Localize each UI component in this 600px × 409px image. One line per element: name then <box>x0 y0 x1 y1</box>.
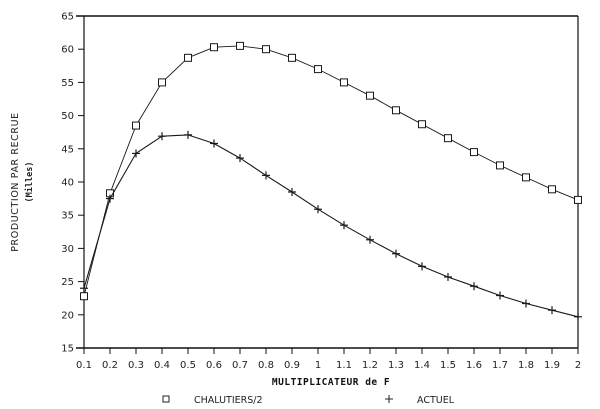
x-tick-label: 2 <box>575 360 581 371</box>
x-tick-label: 0.6 <box>206 360 222 371</box>
square-marker-icon <box>548 185 556 194</box>
x-tick-label: 0.7 <box>232 360 248 371</box>
x-tick-label: 1.6 <box>466 360 482 371</box>
y-tick-label: 35 <box>61 211 74 222</box>
y-axis-unit-label: (Milles) <box>24 162 35 203</box>
series-line <box>83 45 579 297</box>
square-marker-icon <box>444 134 452 143</box>
series-layer <box>80 41 582 321</box>
square-marker-icon <box>314 65 322 74</box>
x-axis: 0.1 0.2 0.3 0.4 0.5 0.6 0.7 0.8 0.9 1 1.1 1.2 1.3 1.4… <box>76 348 581 371</box>
x-tick-label: 0.9 <box>284 360 300 371</box>
x-tick-label: 1 <box>315 360 321 371</box>
legend-label-chalutiers: CHALUTIERS/2 <box>194 395 263 406</box>
y-tick-label: 65 <box>61 12 74 23</box>
x-tick-label: 1.2 <box>362 360 378 371</box>
x-axis-title: MULTIPLICATEUR de F <box>272 377 390 388</box>
plot-frame <box>76 15 579 349</box>
square-marker-icon <box>366 91 374 100</box>
legend-label-actuel: ACTUEL <box>417 395 455 406</box>
square-marker-icon <box>392 106 400 115</box>
square-marker-icon <box>132 121 140 130</box>
square-marker-icon <box>288 53 296 62</box>
y-tick-label: 50 <box>61 111 74 122</box>
x-tick-label: 0.3 <box>128 360 144 371</box>
y-tick-label: 30 <box>61 244 74 255</box>
y-axis-label: PRODUCTION PAR RECRUE <box>10 112 21 252</box>
x-tick-label: 1.3 <box>388 360 404 371</box>
square-marker-icon <box>522 173 530 182</box>
square-marker-icon <box>340 78 348 87</box>
y-tick-label: 20 <box>61 310 74 321</box>
legend-item-chalutiers: CHALUTIERS/2 <box>162 395 263 406</box>
legend-item-actuel: ACTUEL <box>385 395 455 406</box>
plus-marker-icon <box>385 395 393 403</box>
square-marker-icon <box>184 53 192 62</box>
y-tick-label: 55 <box>61 78 74 89</box>
y-axis-title: PRODUCTION PAR RECRUE (Milles) <box>10 112 35 252</box>
y-tick-label: 60 <box>61 45 74 56</box>
legend: CHALUTIERS/2 ACTUEL <box>162 395 455 406</box>
series-actuel <box>80 130 582 321</box>
square-marker-icon <box>80 292 88 301</box>
x-tick-label: 1.8 <box>518 360 534 371</box>
x-tick-label: 1.7 <box>492 360 508 371</box>
series-line <box>83 134 579 318</box>
y-tick-label: 45 <box>61 144 74 155</box>
y-tick-label: 40 <box>61 178 74 189</box>
y-axis: 15 20 25 30 35 40 45 50 55 60 65 <box>61 12 84 355</box>
x-tick-label: 0.1 <box>76 360 92 371</box>
x-tick-label: 0.2 <box>102 360 118 371</box>
square-marker-icon <box>158 78 166 87</box>
square-marker-icon <box>496 161 504 170</box>
square-marker-icon <box>162 395 170 403</box>
square-marker-icon <box>262 45 270 54</box>
y-tick-label: 15 <box>61 344 74 355</box>
x-tick-label: 0.4 <box>154 360 170 371</box>
x-tick-label: 1.1 <box>336 360 352 371</box>
x-tick-label: 0.5 <box>180 360 196 371</box>
square-marker-icon <box>210 43 218 52</box>
square-marker-icon <box>418 120 426 129</box>
x-tick-label: 0.8 <box>258 360 274 371</box>
series-chalutiers-2 <box>80 41 582 301</box>
x-tick-label: 1.9 <box>544 360 560 371</box>
x-tick-label: 1.5 <box>440 360 456 371</box>
square-marker-icon <box>236 41 244 50</box>
x-tick-label: 1.4 <box>414 360 430 371</box>
square-marker-icon <box>470 148 478 157</box>
square-marker-icon <box>574 195 582 204</box>
y-tick-label: 25 <box>61 277 74 288</box>
